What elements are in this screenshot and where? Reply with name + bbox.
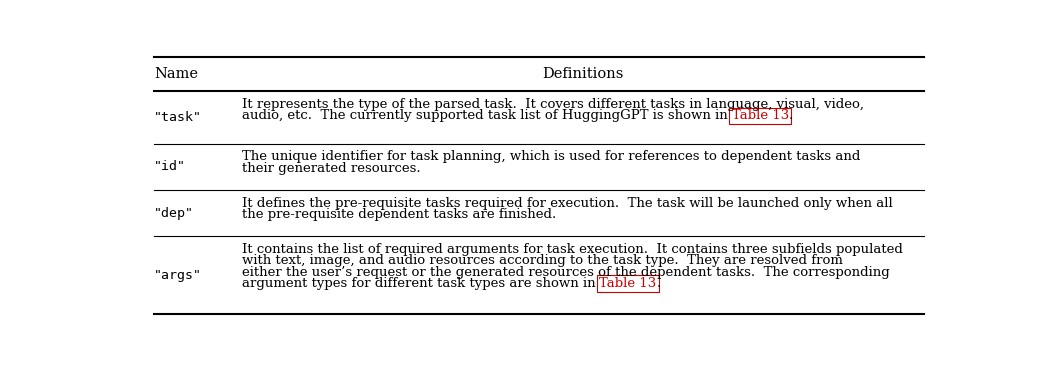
Text: The unique identifier for task planning, which is used for references to depende: The unique identifier for task planning,…	[242, 150, 859, 163]
Text: either the user’s request or the generated resources of the dependent tasks.  Th: either the user’s request or the generat…	[242, 265, 889, 279]
Text: their generated resources.: their generated resources.	[242, 161, 420, 175]
Bar	[596, 275, 660, 292]
Text: the pre-requisite dependent tasks are finished.: the pre-requisite dependent tasks are fi…	[242, 208, 555, 221]
Text: It defines the pre-requisite tasks required for execution.  The task will be lau: It defines the pre-requisite tasks requi…	[242, 197, 892, 210]
Bar	[729, 107, 791, 124]
Text: with text, image, and audio resources according to the task type.  They are reso: with text, image, and audio resources ac…	[242, 254, 843, 267]
Text: Definitions: Definitions	[542, 67, 624, 81]
Text: It represents the type of the parsed task.  It covers different tasks in languag: It represents the type of the parsed tas…	[242, 98, 864, 111]
Text: .: .	[789, 109, 793, 122]
Text: .: .	[656, 277, 661, 290]
Text: "task": "task"	[155, 111, 202, 124]
Text: "dep": "dep"	[155, 207, 195, 220]
Text: Table 13: Table 13	[731, 109, 789, 122]
Text: Table 13: Table 13	[600, 277, 656, 290]
Text: audio, etc.  The currently supported task list of HuggingGPT is shown in: audio, etc. The currently supported task…	[242, 109, 731, 122]
Text: argument types for different task types are shown in: argument types for different task types …	[242, 277, 600, 290]
Text: It contains the list of required arguments for task execution.  It contains thre: It contains the list of required argumen…	[242, 243, 903, 256]
Text: Name: Name	[155, 67, 199, 81]
Text: "args": "args"	[155, 268, 202, 282]
Text: "id": "id"	[155, 160, 186, 173]
